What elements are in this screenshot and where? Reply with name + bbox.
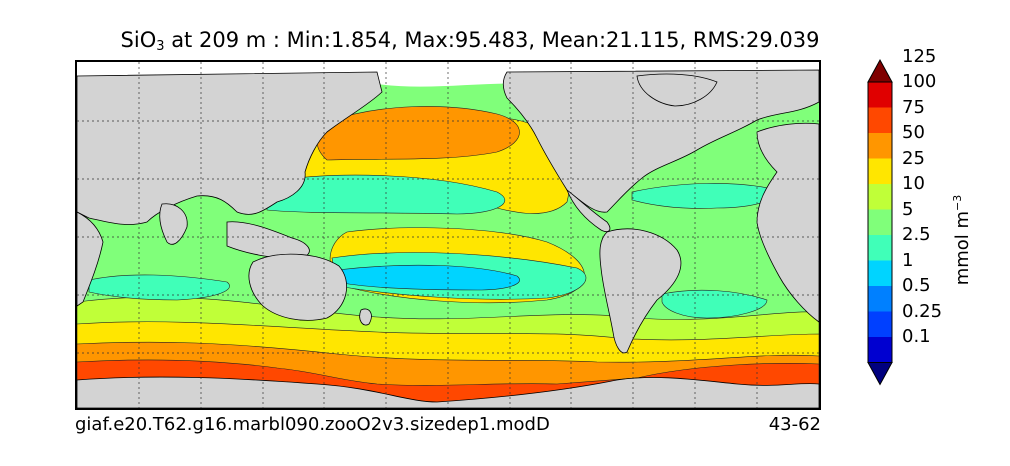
colorbar-segment	[868, 260, 892, 286]
colorbar-extend-min	[867, 362, 893, 386]
colorbar-segment	[868, 184, 892, 210]
contour-band-satl-2.5	[661, 289, 768, 319]
colorbar-segment	[868, 82, 892, 108]
land-greenland	[636, 73, 718, 107]
land-australia	[248, 253, 347, 321]
land-north-america	[502, 69, 819, 213]
contour-band-spac-1	[336, 264, 520, 291]
land-indonesia	[226, 221, 310, 259]
map-plot-area	[75, 60, 821, 410]
colorbar-segment	[868, 286, 892, 312]
map-gridlines	[77, 62, 819, 408]
colorbar-segment	[868, 107, 892, 133]
land-masses	[77, 69, 819, 408]
colorbar-tick-label: 2.5	[902, 224, 931, 245]
colorbar-tick-label: 50	[902, 122, 925, 143]
colorbar-extend-max	[867, 58, 893, 83]
colorbar-tick-label: 0.5	[902, 275, 931, 296]
years-caption: 43-62	[768, 414, 821, 435]
colorbar	[867, 58, 893, 386]
land-new-zealand	[359, 308, 372, 326]
colorbar-tick-label: 0.25	[902, 300, 943, 322]
land-india	[159, 203, 188, 245]
colorbar-tick-label: 100	[902, 71, 937, 92]
case-name-caption: giaf.e20.T62.g16.marbl090.zooO2v3.sizede…	[75, 414, 550, 435]
colorbar-units-label: mmol m−3	[951, 194, 973, 286]
colorbar-tick-label: 125	[902, 45, 937, 67]
colorbar-tick-label: 75	[902, 96, 925, 118]
ocean-map	[77, 62, 819, 408]
colorbar-tick-label: 25	[902, 147, 925, 169]
land-antarctica	[77, 376, 819, 408]
colorbar-tick-label: 5	[902, 198, 914, 220]
contour-band-indian-2.5	[88, 274, 230, 301]
land-central-america	[566, 188, 611, 232]
colorbar-segment	[868, 133, 892, 159]
colorbar-tick-label: 10	[902, 173, 925, 194]
colorbar-segment	[868, 311, 892, 337]
contour-band-pacific-50	[316, 106, 520, 161]
colorbar-segment	[868, 209, 892, 235]
land-south-america	[599, 228, 682, 354]
chart-title: SiO3 at 209 m : Min:1.854, Max:95.483, M…	[120, 28, 820, 54]
colorbar-segment	[868, 337, 892, 363]
colorbar-segment	[868, 158, 892, 184]
colorbar-tick-label: 1	[902, 249, 914, 271]
colorbar-border	[867, 81, 893, 363]
land-asia	[77, 71, 383, 225]
land-africa	[77, 211, 104, 307]
colorbar-segment	[868, 235, 892, 261]
contour-band-npac-2.5	[266, 174, 506, 215]
land-europe-africa	[756, 122, 819, 323]
colorbar-tick-label: 0.1	[902, 326, 931, 347]
